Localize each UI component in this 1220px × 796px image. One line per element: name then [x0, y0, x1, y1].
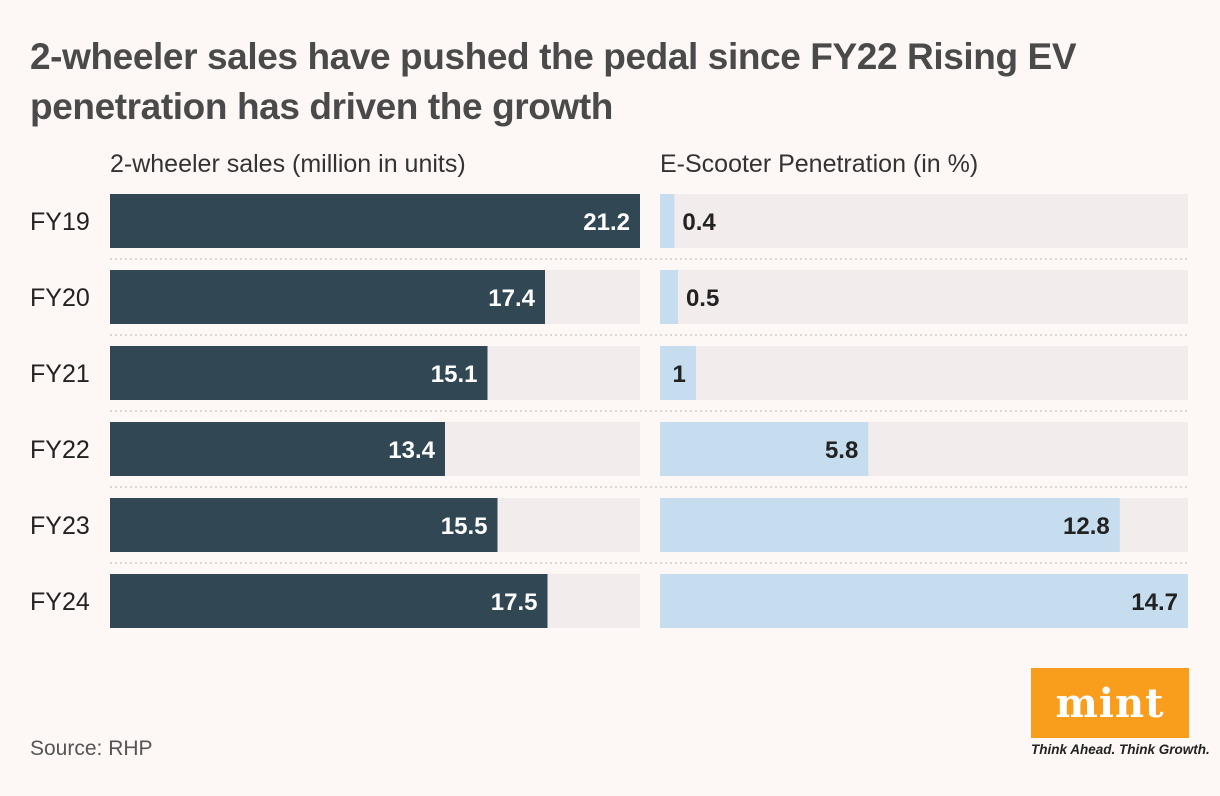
- ev-value-label-fy23: 12.8: [1063, 513, 1110, 540]
- sales-column-header: 2-wheeler sales (million in units): [110, 150, 466, 178]
- sales-value-label-fy20: 17.4: [488, 285, 535, 312]
- ev-track-fy19: [660, 194, 1188, 248]
- sales-value-label-fy19: 21.2: [583, 209, 630, 236]
- sales-value-label-fy22: 13.4: [388, 437, 435, 464]
- ev-value-label-fy20: 0.5: [686, 285, 719, 312]
- ev-bar-fy23: [660, 498, 1120, 552]
- ev-value-label-fy21: 1: [673, 361, 686, 388]
- sales-bar-fy24: [110, 574, 548, 628]
- logo-tagline: Think Ahead. Think Growth.: [1031, 742, 1210, 757]
- ev-column-header: E-Scooter Penetration (in %): [660, 150, 979, 178]
- source-note: Source: RHP: [30, 737, 153, 760]
- ev-bar-fy24: [660, 574, 1188, 628]
- ev-value-label-fy19: 0.4: [682, 209, 716, 236]
- sales-bar-fy20: [110, 270, 545, 324]
- sales-value-label-fy21: 15.1: [431, 361, 478, 388]
- chart-title: 2-wheeler sales have pushed the pedal si…: [30, 36, 1077, 127]
- ev-value-label-fy24: 14.7: [1131, 589, 1178, 616]
- ev-bar-fy20: [660, 270, 678, 324]
- logo-wordmark: mint: [1055, 679, 1165, 727]
- sales-bar-fy19: [110, 194, 640, 248]
- sales-bar-fy21: [110, 346, 488, 400]
- sales-bar-fy22: [110, 422, 445, 476]
- ev-track-fy20: [660, 270, 1188, 324]
- ev-bar-fy21: [660, 346, 696, 400]
- sales-bar-fy23: [110, 498, 498, 552]
- sales-value-label-fy23: 15.5: [441, 513, 488, 540]
- bar-chart: FY19 21.2 0.4 FY20 17.4 0.5 FY21 15.1 1 FY22 13.4 5…: [30, 194, 1188, 628]
- category-label-fy21: FY21: [30, 360, 90, 388]
- category-label-fy23: FY23: [30, 512, 90, 540]
- ev-track-fy21: [660, 346, 1188, 400]
- category-label-fy22: FY22: [30, 436, 90, 464]
- sales-value-label-fy24: 17.5: [491, 589, 538, 616]
- ev-bar-fy19: [660, 194, 675, 248]
- category-label-fy24: FY24: [30, 588, 90, 616]
- category-label-fy19: FY19: [30, 208, 90, 236]
- mint-logo: mint: [1031, 668, 1189, 738]
- category-label-fy20: FY20: [30, 284, 90, 312]
- ev-value-label-fy22: 5.8: [825, 437, 858, 464]
- ev-bar-fy22: [660, 422, 869, 476]
